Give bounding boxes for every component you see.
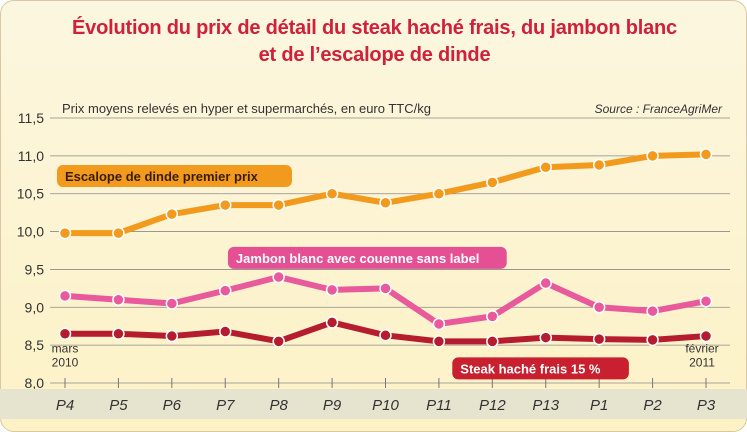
data-point <box>646 149 659 163</box>
data-point <box>272 198 285 212</box>
annotation-end-line-2: 2011 <box>689 356 715 370</box>
data-point <box>58 327 72 341</box>
data-point <box>379 282 392 295</box>
y-tick-label: 9,5 <box>25 261 45 277</box>
x-tick-label: P9 <box>323 397 342 414</box>
data-point <box>592 332 606 346</box>
data-point <box>219 198 232 212</box>
x-tick-label: P11 <box>426 397 452 414</box>
data-point <box>165 207 179 221</box>
x-tick-label: P1 <box>590 397 608 414</box>
y-tick-label: 10,5 <box>17 186 44 202</box>
x-tick-label: P4 <box>56 397 74 414</box>
x-tick-label: P3 <box>697 397 716 414</box>
y-tick-label: 8,0 <box>25 375 45 391</box>
y-tick-label: 9,0 <box>25 299 45 315</box>
y-tick-label: 10,0 <box>17 224 44 240</box>
data-point <box>325 187 339 200</box>
data-point <box>112 293 125 306</box>
series-label: Escalope de dinde premier prix <box>65 169 259 184</box>
data-point <box>112 226 125 240</box>
data-point <box>112 327 125 341</box>
series-label: Jambon blanc avec couenne sans label <box>236 251 479 266</box>
data-point <box>219 284 232 297</box>
y-tick-label: 11,5 <box>18 110 44 126</box>
data-point <box>432 335 446 348</box>
data-point <box>539 276 552 290</box>
annotation-start-line-1: mars <box>52 342 79 356</box>
x-tick-label: P13 <box>532 397 559 414</box>
data-point <box>592 158 606 172</box>
data-point <box>486 335 499 348</box>
data-point <box>592 301 606 314</box>
data-point <box>646 304 659 318</box>
data-point <box>486 176 499 189</box>
data-point <box>58 226 72 240</box>
data-point <box>646 333 659 347</box>
data-point <box>165 329 179 343</box>
x-axis-band <box>0 389 747 419</box>
data-point <box>699 148 713 161</box>
x-tick-label: P10 <box>372 397 399 414</box>
chart-subtitle: Prix moyens relevés en hyper et supermar… <box>62 101 431 116</box>
data-point <box>379 196 392 210</box>
data-point <box>486 310 499 323</box>
data-point <box>539 331 552 344</box>
x-tick-label: P8 <box>269 397 288 414</box>
y-tick-label: 11,0 <box>18 148 44 164</box>
annotation-start-line-2: 2010 <box>52 356 79 370</box>
data-point <box>325 316 339 329</box>
chart-title-line-2: et de l’escalope de dinde <box>258 44 491 66</box>
x-tick-label: P6 <box>163 397 182 414</box>
series-label-pill <box>227 246 507 269</box>
data-point <box>165 297 179 310</box>
data-point <box>379 329 392 342</box>
x-tick-label: P7 <box>216 397 235 414</box>
data-point <box>699 294 713 308</box>
data-point <box>58 289 72 303</box>
chart-title-line-1: Évolution du prix de détail du steak hac… <box>72 17 677 39</box>
data-point <box>539 160 552 174</box>
data-point <box>219 325 232 338</box>
data-point <box>432 187 446 200</box>
series-label-pill <box>452 357 629 380</box>
chart-title: Évolution du prix de détail du steak hac… <box>1 15 746 69</box>
data-point <box>432 317 446 331</box>
x-tick-label: P2 <box>643 397 662 414</box>
data-point <box>699 329 713 343</box>
chart-source: Source : FranceAgriMer <box>595 102 723 116</box>
annotation-end-line-1: février <box>685 342 718 356</box>
x-tick-label: P5 <box>109 397 128 414</box>
x-tick-label: P12 <box>479 397 506 414</box>
series-label: Steak haché frais 15 % <box>460 361 601 376</box>
data-point <box>272 335 285 348</box>
data-point <box>272 270 285 284</box>
series-label-pill <box>57 165 292 188</box>
data-point <box>325 283 339 297</box>
y-tick-label: 8,5 <box>25 337 45 353</box>
